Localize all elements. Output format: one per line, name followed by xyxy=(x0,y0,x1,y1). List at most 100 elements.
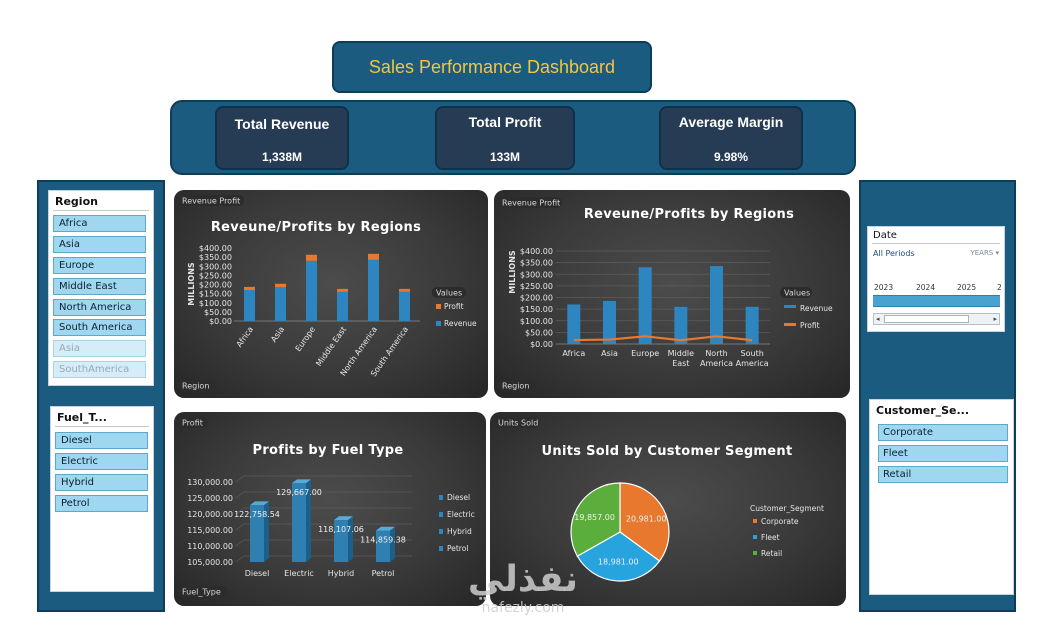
y-tick-label: 105,000.00 xyxy=(187,558,233,567)
legend-title-bg xyxy=(432,287,466,298)
region-item-europe[interactable]: Europe xyxy=(53,257,146,274)
legend-label: Profit xyxy=(800,321,820,330)
y-tick-label: $200.00 xyxy=(199,281,232,290)
data-label: 122,758.54 xyxy=(234,510,280,519)
scroll-left-icon[interactable]: ◂ xyxy=(876,315,880,323)
x-tick-label: Petrol xyxy=(372,569,395,578)
legend-title-label: Values xyxy=(784,289,810,298)
y-tick-label: $0.00 xyxy=(209,317,232,326)
fuel-type-3d-bar-chart: Profit Fuel_Type Profits by Fuel Type 105,0… xyxy=(178,417,475,597)
pie-slice xyxy=(619,482,670,562)
granularity-dropdown[interactable]: YEARS ▾ xyxy=(970,249,999,257)
y-tick-label: $250.00 xyxy=(520,282,553,291)
region-item-southamerica-nodata[interactable]: SouthAmerica xyxy=(53,361,146,378)
y-tick-label: $350.00 xyxy=(199,253,232,262)
x-tick-label: South xyxy=(741,349,764,358)
chart-title: Units Sold by Customer Segment xyxy=(542,444,793,459)
fuel-slicer-title: Fuel_T... xyxy=(57,411,107,424)
y-tick-label: 130,000.00 xyxy=(187,478,233,487)
watermark-arabic: نفذلي xyxy=(467,559,579,600)
fuel-item-petrol[interactable]: Petrol xyxy=(55,495,148,512)
field-button-region[interactable]: Region xyxy=(178,380,216,391)
x-tick-label: Diesel xyxy=(245,569,270,578)
bar-revenue xyxy=(603,300,616,344)
region-item-north-america[interactable]: North America xyxy=(53,299,146,316)
timeline-year: 2 xyxy=(997,283,1002,292)
legend-label: Hybrid xyxy=(447,527,472,536)
x-tick-label: America xyxy=(700,359,733,368)
bar-side xyxy=(390,526,395,562)
field-button-values[interactable]: Units Sold xyxy=(494,417,540,428)
legend-title[interactable]: Values xyxy=(780,287,812,298)
granularity-label: YEARS xyxy=(970,249,994,257)
scrollbar-thumb[interactable] xyxy=(884,315,969,323)
field-button-region-bg xyxy=(498,380,536,391)
segment-item-retail[interactable]: Retail xyxy=(878,466,1008,483)
regions-stacked-bar-chart: Revenue Profit Region Reveune/Profits by R… xyxy=(178,195,477,391)
kpi-total-profit: Total Profit 133M xyxy=(435,106,575,170)
chart-title: Profits by Fuel Type xyxy=(253,443,404,458)
field-button-values[interactable]: Profit xyxy=(178,417,208,428)
watermark: نفذلي nafezly.com xyxy=(458,559,588,617)
gridline-diag xyxy=(235,539,245,547)
y-axis-title: MILLIONS xyxy=(508,250,517,294)
bar-revenue xyxy=(306,260,317,321)
chart-card-regions-stacked: Revenue Profit Region Reveune/Profits by R… xyxy=(174,190,488,398)
segment-item-corporate[interactable]: Corporate xyxy=(878,424,1008,441)
y-tick-label: $100.00 xyxy=(520,317,553,326)
field-button-region[interactable]: Region xyxy=(498,380,536,391)
legend-label: Diesel xyxy=(447,493,470,502)
field-button-fuel-type[interactable]: Fuel_Type xyxy=(178,586,228,597)
bar-revenue xyxy=(368,259,379,321)
region-item-africa[interactable]: Africa xyxy=(53,215,146,232)
region-item-middle-east[interactable]: Middle East xyxy=(53,278,146,295)
region-item-south-america[interactable]: South America xyxy=(53,319,146,336)
region-item-asia-nodata[interactable]: Asia xyxy=(53,340,146,357)
y-tick-label: $250.00 xyxy=(199,271,232,280)
data-label: 20,981.00 xyxy=(626,515,667,524)
bar-revenue xyxy=(638,267,652,344)
fuel-item-hybrid[interactable]: Hybrid xyxy=(55,474,148,491)
timeline-scrollbar[interactable]: ◂ ▸ xyxy=(873,313,1000,325)
y-tick-label: $200.00 xyxy=(520,294,553,303)
field-button-values[interactable]: Revenue Profit xyxy=(178,195,244,206)
data-label: 18,981.00 xyxy=(598,557,639,566)
period-selector[interactable]: All Periods xyxy=(873,249,915,258)
kpi-label: Total Revenue xyxy=(234,116,330,132)
bar-front xyxy=(334,520,348,562)
legend-label: Corporate xyxy=(761,517,799,526)
bar-revenue xyxy=(567,304,581,344)
field-button-fuel-type-label: Fuel_Type xyxy=(182,588,221,597)
date-timeline-slicer: Date All Periods YEARS ▾ 2023 2024 2025 … xyxy=(867,226,1005,332)
field-button-values[interactable]: Revenue Profit xyxy=(498,197,562,208)
legend-swatch xyxy=(753,551,757,555)
timeline-year: 2024 xyxy=(916,283,936,292)
x-tick-label: East xyxy=(672,359,689,368)
y-tick-label: $0.00 xyxy=(530,340,553,349)
bar-revenue xyxy=(275,287,286,321)
chart-title: Reveune/Profits by Regions xyxy=(211,220,421,235)
region-item-asia[interactable]: Asia xyxy=(53,236,146,253)
watermark-latin: nafezly.com xyxy=(481,600,565,616)
y-tick-label: $150.00 xyxy=(520,305,553,314)
bar-revenue xyxy=(745,306,759,344)
x-tick-label: Europe xyxy=(294,325,318,353)
x-tick-label: Europe xyxy=(631,349,659,358)
scroll-right-icon[interactable]: ▸ xyxy=(993,315,997,323)
y-tick-label: $50.00 xyxy=(204,308,232,317)
fuel-item-diesel[interactable]: Diesel xyxy=(55,432,148,449)
field-button-region-bg xyxy=(178,380,216,391)
y-tick-label: $400.00 xyxy=(520,247,553,256)
bar-revenue xyxy=(337,291,348,321)
field-button-fuel-type-bg xyxy=(178,586,228,597)
bar-side xyxy=(264,501,269,562)
bar-profit xyxy=(275,283,286,288)
y-tick-label: $300.00 xyxy=(199,262,232,271)
segment-item-fleet[interactable]: Fleet xyxy=(878,445,1008,462)
legend-label: Revenue xyxy=(800,304,833,313)
legend-title[interactable]: Values xyxy=(432,287,466,298)
timeline-bar[interactable] xyxy=(873,295,1000,307)
legend-swatch-profit xyxy=(784,323,796,326)
fuel-item-electric[interactable]: Electric xyxy=(55,453,148,470)
y-tick-label: 115,000.00 xyxy=(187,526,233,535)
